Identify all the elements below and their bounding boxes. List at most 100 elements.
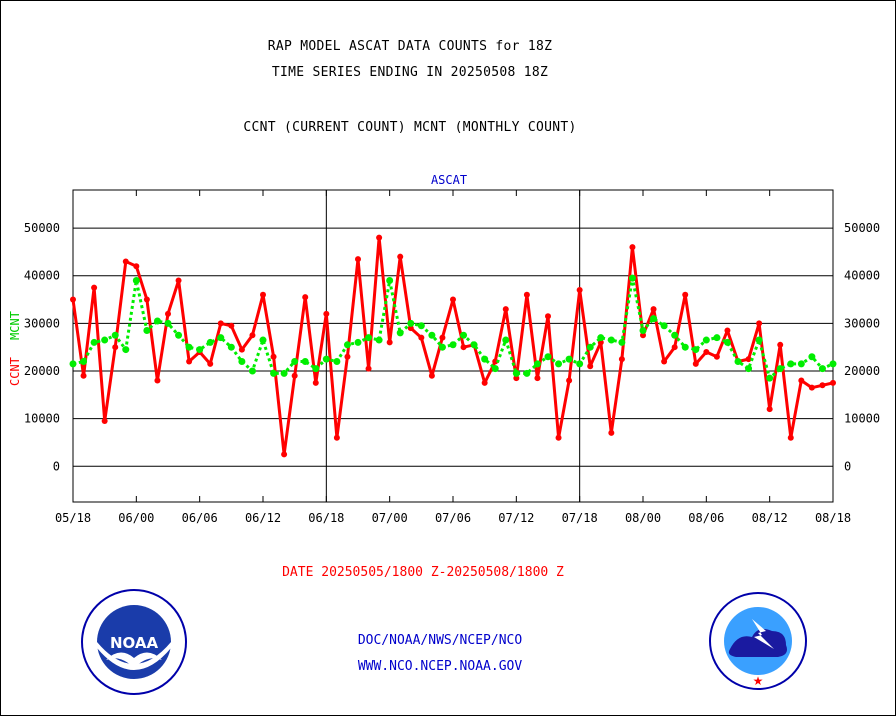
ccnt-data-point bbox=[91, 284, 98, 291]
ccnt-data-point bbox=[143, 296, 150, 303]
mcnt-data-point bbox=[396, 329, 404, 337]
ccnt-data-point bbox=[629, 244, 636, 251]
ccnt-data-point bbox=[576, 287, 583, 294]
mcnt-data-point bbox=[565, 355, 573, 363]
mcnt-data-point bbox=[312, 365, 320, 373]
mcnt-data-point bbox=[808, 353, 816, 361]
mcnt-data-point bbox=[354, 338, 362, 346]
ccnt-data-point bbox=[777, 341, 784, 348]
y-axis-label-mcnt: MCNT bbox=[8, 311, 22, 340]
org-credit: DOC/NOAA/NWS/NCEP/NCO bbox=[357, 633, 523, 648]
ccnt-data-point bbox=[323, 310, 330, 317]
x-tick-label: 07/18 bbox=[562, 511, 598, 525]
mcnt-data-point bbox=[787, 360, 795, 368]
ccnt-data-point bbox=[523, 291, 530, 298]
ccnt-data-point bbox=[798, 377, 805, 384]
y-tick-label-left: 40000 bbox=[24, 269, 60, 283]
mcnt-data-point bbox=[291, 357, 299, 365]
ccnt-data-point bbox=[175, 277, 182, 284]
y-tick-label-left: 50000 bbox=[24, 221, 60, 235]
mcnt-data-point bbox=[713, 334, 721, 342]
mcnt-data-point bbox=[628, 274, 636, 282]
mcnt-data-point bbox=[650, 315, 658, 323]
mcnt-data-point bbox=[69, 360, 77, 368]
mcnt-data-point bbox=[829, 360, 837, 368]
mcnt-data-point bbox=[470, 341, 478, 349]
mcnt-data-point bbox=[270, 369, 278, 377]
ccnt-data-point bbox=[302, 294, 309, 301]
ccnt-data-point bbox=[650, 306, 657, 313]
chart-title-line-2: TIME SERIES ENDING IN 20250508 18Z bbox=[271, 65, 549, 80]
mcnt-data-point bbox=[502, 336, 510, 344]
ccnt-data-point bbox=[640, 332, 646, 339]
ccnt-data-point bbox=[756, 320, 763, 327]
x-tick-label: 07/00 bbox=[372, 511, 408, 525]
mcnt-data-point bbox=[280, 369, 288, 377]
ccnt-data-point bbox=[428, 372, 435, 379]
ccnt-data-point bbox=[238, 346, 245, 353]
ccnt-data-point bbox=[692, 360, 699, 367]
ccnt-data-point bbox=[682, 291, 689, 298]
ccnt-data-point bbox=[154, 377, 161, 384]
x-tick-label: 07/12 bbox=[498, 511, 534, 525]
x-tick-label: 08/18 bbox=[815, 511, 851, 525]
mcnt-data-point bbox=[80, 357, 88, 365]
ccnt-data-point bbox=[291, 372, 298, 379]
y-tick-label-right: 0 bbox=[844, 459, 851, 473]
mcnt-data-point bbox=[723, 338, 731, 346]
mcnt-data-point bbox=[259, 336, 267, 344]
mcnt-data-point bbox=[407, 319, 415, 327]
ccnt-data-point bbox=[186, 358, 193, 365]
mcnt-data-point bbox=[111, 331, 119, 339]
mcnt-data-point bbox=[491, 365, 499, 373]
ccnt-data-point bbox=[260, 291, 266, 298]
mcnt-data-point bbox=[206, 338, 214, 346]
x-tick-label: 06/00 bbox=[118, 511, 154, 525]
ccnt-data-point bbox=[724, 327, 731, 334]
ccnt-data-point bbox=[165, 310, 171, 317]
ccnt-data-point bbox=[207, 360, 214, 367]
mcnt-data-point bbox=[164, 319, 172, 327]
tick-labels: 0 0 10000 10000 20000 20000 30000 30000 40000 400… bbox=[24, 221, 880, 525]
ccnt-data-point bbox=[312, 379, 319, 386]
nws-logo: ★ bbox=[709, 592, 807, 690]
star-icon: ★ bbox=[753, 674, 764, 688]
mcnt-data-point bbox=[745, 365, 753, 373]
mcnt-data-point bbox=[101, 336, 109, 344]
ccnt-data-point bbox=[661, 358, 668, 365]
plot-title: ASCAT bbox=[431, 173, 467, 187]
mcnt-data-point bbox=[428, 331, 436, 339]
mcnt-data-point bbox=[512, 369, 520, 377]
ccnt-data-point bbox=[376, 234, 383, 241]
mcnt-data-point bbox=[365, 334, 373, 342]
ccnt-data-point bbox=[460, 344, 467, 351]
mcnt-data-point bbox=[175, 331, 183, 339]
ccnt-data-point bbox=[217, 320, 224, 327]
noaa-logo-text: NOAA bbox=[110, 634, 159, 652]
mcnt-data-point bbox=[671, 331, 679, 339]
ccnt-data-point bbox=[502, 306, 509, 313]
ccnt-data-point bbox=[492, 358, 499, 365]
mcnt-data-point bbox=[797, 360, 805, 368]
y-tick-label-left: 10000 bbox=[24, 412, 60, 426]
ccnt-data-point bbox=[481, 379, 488, 386]
ccnt-data-point bbox=[587, 363, 594, 370]
lightning-icon bbox=[752, 619, 774, 649]
mcnt-data-point bbox=[586, 343, 594, 351]
mcnt-data-point bbox=[523, 369, 531, 377]
ccnt-data-point bbox=[745, 356, 752, 363]
y-tick-label-right: 10000 bbox=[844, 412, 880, 426]
chart-subtitle: CCNT (CURRENT COUNT) MCNT (MONTHLY COUNT… bbox=[243, 120, 577, 135]
ccnt-data-point bbox=[787, 434, 794, 441]
mcnt-data-point bbox=[185, 343, 193, 351]
ccnt-data-point bbox=[808, 384, 815, 391]
ccnt-data-point bbox=[112, 344, 119, 351]
ccnt-data-point bbox=[70, 296, 76, 303]
series-layer bbox=[69, 234, 837, 458]
y-axis-label-ccnt: CCNT bbox=[8, 357, 22, 386]
ccnt-data-point bbox=[344, 353, 351, 360]
mcnt-data-point bbox=[692, 346, 700, 354]
seagull-icon bbox=[106, 652, 162, 668]
mcnt-data-point bbox=[734, 357, 742, 365]
mcnt-data-point bbox=[333, 357, 341, 365]
